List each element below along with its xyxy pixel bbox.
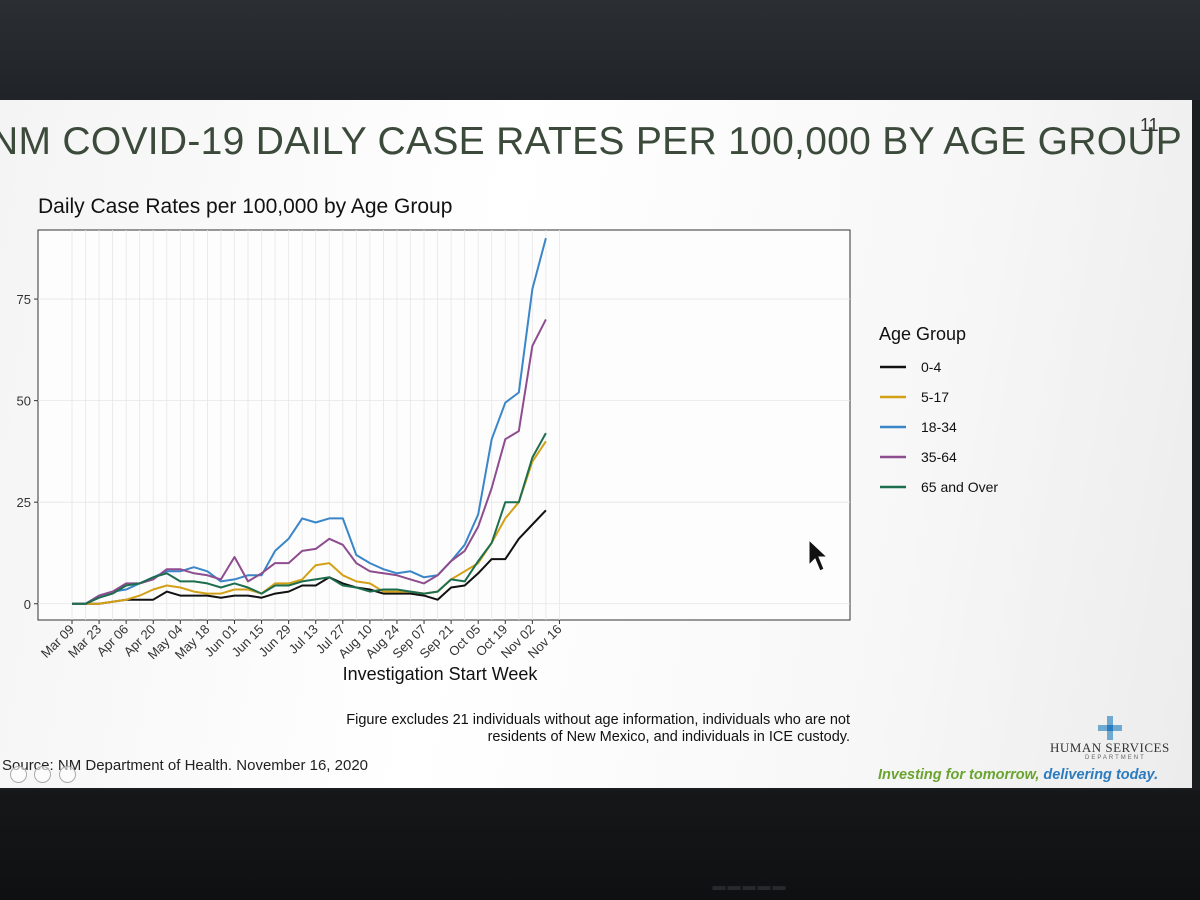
- series-line-0-4: [72, 509, 547, 605]
- human-services-logo-text: HUMAN SERVICES: [1050, 740, 1170, 755]
- tagline-part-1: Investing for tomorrow,: [878, 767, 1040, 783]
- chart-title: Daily Case Rates per 100,000 by Age Grou…: [38, 195, 453, 218]
- monitor-bezel-top: [0, 0, 1200, 100]
- slide-title: NM COVID-19 DAILY CASE RATES PER 100,000…: [0, 120, 1183, 163]
- legend-label: 65 and Over: [921, 479, 998, 495]
- x-axis-title: Investigation Start Week: [343, 664, 539, 684]
- series-line-5-17: [72, 440, 547, 605]
- logo-department-text: DEPARTMENT: [1085, 755, 1146, 761]
- pen-tool-icon[interactable]: [34, 766, 52, 783]
- previous-slide-icon[interactable]: [10, 766, 27, 783]
- legend-title: Age Group: [879, 324, 966, 344]
- monitor-bezel-bottom: [0, 790, 1200, 900]
- series-line-65-and-over: [72, 432, 547, 605]
- human-services-logo-icon: [1098, 716, 1122, 740]
- source-citation: Source: NM Department of Health. Novembe…: [2, 757, 369, 774]
- figure-footnote: Figure excludes 21 individuals without a…: [346, 712, 850, 745]
- y-tick-label: 75: [17, 292, 31, 307]
- y-tick-label: 50: [17, 394, 31, 409]
- plot-panel: [37, 229, 851, 621]
- x-tick-label: Jul 13: [286, 622, 321, 657]
- next-slide-icon[interactable]: [58, 766, 76, 783]
- legend-label: 0-4: [921, 359, 941, 375]
- slide-number: 11: [1140, 115, 1159, 135]
- legend-label: 18-34: [921, 419, 957, 435]
- tagline: Investing for tomorrow, delivering today…: [878, 767, 1158, 783]
- tagline-part-2: delivering today.: [1043, 767, 1159, 783]
- presentation-slide: NM COVID-19 DAILY CASE RATES PER 100,000…: [0, 100, 1192, 788]
- legend-label: 5-17: [921, 389, 949, 405]
- mouse-cursor-icon: [808, 538, 829, 572]
- y-tick-label: 0: [24, 597, 31, 612]
- y-tick-label: 25: [17, 495, 31, 510]
- series-line-35-64: [72, 318, 547, 605]
- monitor-brand-mark: ▬▬▬▬▬: [712, 878, 788, 893]
- legend-label: 35-64: [921, 449, 957, 465]
- slide-player-controls: [10, 766, 79, 788]
